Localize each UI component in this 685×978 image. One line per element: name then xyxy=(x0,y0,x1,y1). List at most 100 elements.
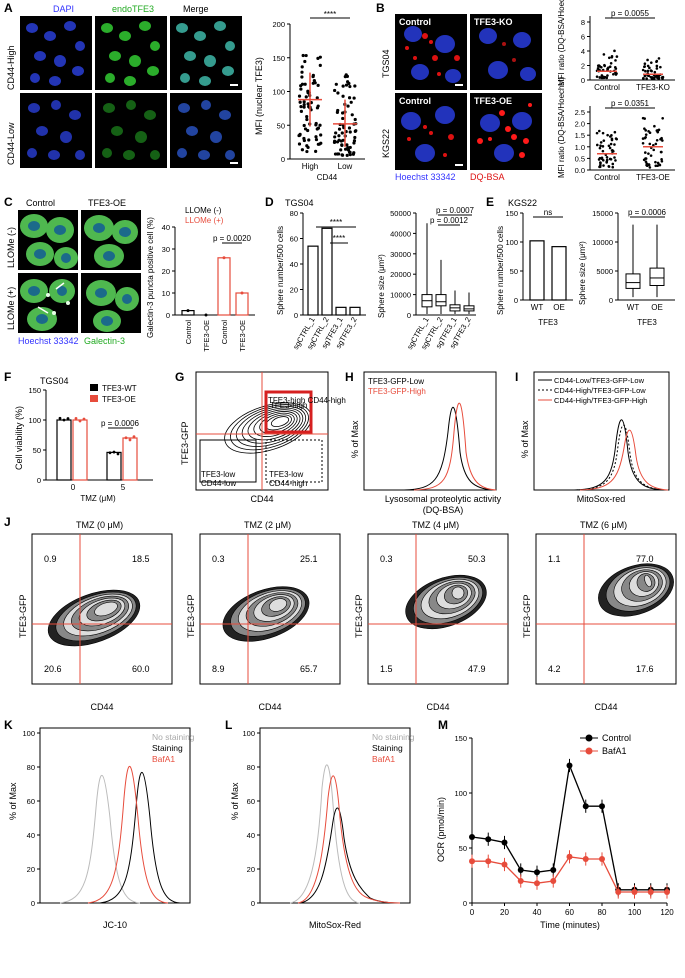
a-dot xyxy=(346,145,350,150)
cells-galectin xyxy=(20,279,75,331)
b-dot xyxy=(613,156,616,159)
b-dot xyxy=(645,162,649,165)
f-dot xyxy=(66,417,70,420)
bb-ytick-label: 2.0 xyxy=(575,120,585,129)
j-chart: 0.9 18.5 20.6 60.0 CD44 xyxy=(31,533,173,712)
b-dot xyxy=(598,165,601,169)
micrograph-c-control-minus xyxy=(18,210,78,270)
b-dot xyxy=(655,59,659,63)
j-density xyxy=(451,586,465,600)
l-legend-0: No staining xyxy=(372,732,415,742)
b-img-label: Control xyxy=(399,96,431,106)
b-dot xyxy=(661,116,664,120)
b-dot xyxy=(648,131,652,134)
a-dot xyxy=(312,79,316,83)
channel-label-endotfe3: endoTFE3 xyxy=(112,4,155,14)
j-q-ll: 8.9 xyxy=(212,664,225,674)
d-title: TGS04 xyxy=(285,198,314,208)
m-point xyxy=(517,867,524,873)
panel-letter-h: H xyxy=(345,370,354,384)
a-dot xyxy=(319,141,323,145)
e-xtick-label: WT xyxy=(531,303,544,312)
b-dot xyxy=(605,161,608,164)
b-dot xyxy=(656,130,660,134)
b-dot xyxy=(614,137,618,140)
g-gate-low-label: TFE3-low CD44-low xyxy=(201,470,237,488)
e-ytick-label: 0 xyxy=(514,296,518,305)
c-legend-galectin: Galectin-3 xyxy=(84,336,126,346)
b-dot xyxy=(607,144,611,148)
b-dot xyxy=(598,76,602,79)
cells-dqbsa xyxy=(479,28,536,81)
l-ytick-label: 40 xyxy=(247,831,255,840)
j-xlabel: CD44 xyxy=(426,702,449,712)
b-dot xyxy=(607,165,611,168)
micrograph-b-control-kgs22: Control xyxy=(395,93,467,170)
panel-letter-l: L xyxy=(225,718,233,732)
a-dot xyxy=(333,88,337,93)
a-dot xyxy=(353,135,357,140)
a-dot xyxy=(297,133,301,138)
scale-bar xyxy=(455,84,463,86)
c-col-control: Control xyxy=(26,198,56,208)
j-density xyxy=(94,601,118,617)
d-sig2: **** xyxy=(333,234,345,243)
b-dot xyxy=(605,158,609,162)
b-dot xyxy=(611,165,615,169)
e-title: KGS22 xyxy=(508,198,538,208)
j-q-lr: 47.9 xyxy=(468,664,486,674)
a-dot xyxy=(303,59,307,64)
b-dot xyxy=(656,161,660,165)
c-xtick-label: TFE3-OE xyxy=(238,320,247,352)
b-dot xyxy=(648,142,652,146)
er-ytick-label: 0 xyxy=(609,296,613,305)
g-gate-lowhigh xyxy=(265,439,323,483)
j-chart: 0.3 25.1 8.9 65.7 CD44 xyxy=(199,533,341,712)
b-img-label: TFE3-OE xyxy=(474,96,513,106)
i-curve-1 xyxy=(575,424,667,491)
panel-letter-j: J xyxy=(4,515,11,529)
chart-c: LLOMe (-) LLOMe (+) 0 10 20 30 40 p = 0.0020… xyxy=(162,206,255,352)
row-label-cd44-high: CD44-High xyxy=(6,45,16,90)
a-dot xyxy=(344,83,349,87)
micrograph-b-control-tgs04: Control xyxy=(395,14,467,90)
l-ytick-label: 100 xyxy=(242,729,255,738)
j-q-lr: 17.6 xyxy=(636,664,654,674)
a-dot xyxy=(302,102,306,107)
h-curve-high xyxy=(413,402,497,491)
m-point xyxy=(501,839,508,846)
a-dot xyxy=(314,123,318,127)
b-p-top: p = 0.0055 xyxy=(611,9,650,18)
f-dot xyxy=(62,418,66,422)
b-dot xyxy=(610,137,614,141)
f-ytick-label: 100 xyxy=(28,416,41,425)
j-density xyxy=(268,598,288,612)
a-dot xyxy=(346,80,350,84)
micrograph-c-control-plus xyxy=(18,273,78,333)
l-ytick-label: 60 xyxy=(247,797,255,806)
f-dot xyxy=(132,435,136,439)
b-dot xyxy=(644,133,648,136)
panel-letter-m: M xyxy=(438,718,448,732)
b-dot xyxy=(660,150,663,154)
g-gate-high-label-1: TFE3-high xyxy=(270,401,307,410)
b-dot xyxy=(647,152,650,155)
b-dot xyxy=(608,65,612,69)
m-ytick-label: 150 xyxy=(454,734,467,743)
c-legend-plus: LLOMe (+) xyxy=(185,216,224,225)
c-ylabel: Galectin-3 puncta positive cell (%) xyxy=(146,217,155,338)
f-ytick-label: 150 xyxy=(28,386,41,395)
b-dot xyxy=(611,162,615,166)
b-dot xyxy=(595,131,599,135)
b-dot xyxy=(646,58,649,62)
panel-letter-g: G xyxy=(175,370,185,384)
row-label-cd44-low: CD44-Low xyxy=(6,122,16,165)
e-ylabel-right: Sphere size (μm²) xyxy=(578,241,587,305)
k-ytick-label: 40 xyxy=(27,831,35,840)
a-dot xyxy=(315,127,319,131)
a-dot xyxy=(302,123,306,128)
a-dot xyxy=(299,105,303,109)
nuclei-merge xyxy=(177,100,235,160)
channel-label-dapi: DAPI xyxy=(53,4,75,14)
m-xtick-label: 20 xyxy=(500,908,509,917)
